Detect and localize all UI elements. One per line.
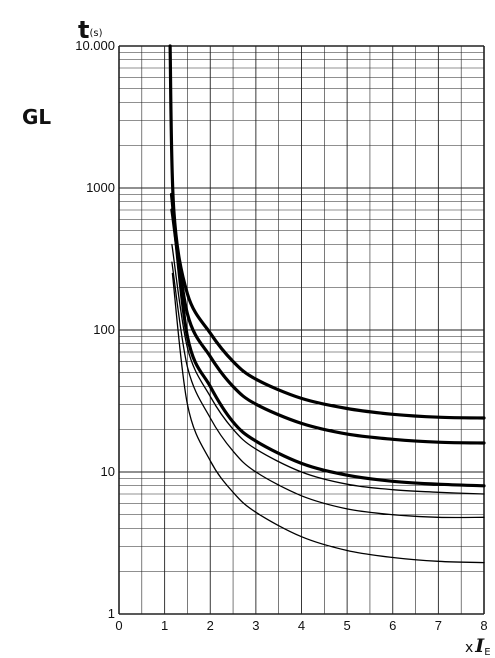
series-curve-1 — [168, 44, 486, 420]
x-tick-label: 3 — [252, 618, 259, 633]
series-curve-3 — [169, 192, 486, 488]
y-tick-label: 1 — [108, 606, 115, 621]
x-axis-symbol: I — [474, 635, 485, 657]
x-tick-label: 5 — [344, 618, 351, 633]
x-tick-label: 0 — [115, 618, 122, 633]
y-axis-label: t(s) — [78, 16, 103, 44]
x-tick-label: 8 — [480, 618, 487, 633]
series-curve-5 — [171, 261, 485, 519]
y-axis-unit: (s) — [89, 28, 102, 39]
chart-title: GL — [22, 105, 51, 129]
x-axis-prefix: x — [465, 640, 473, 656]
series-curve-2 — [170, 208, 486, 445]
y-tick-label: 10.000 — [75, 38, 115, 53]
series-group — [168, 44, 486, 564]
y-tick-label: 10 — [101, 464, 115, 479]
series-curve-4 — [171, 243, 485, 495]
x-axis-label: x IE — [465, 635, 491, 658]
x-tick-label: 6 — [389, 618, 396, 633]
y-tick-label: 100 — [93, 322, 115, 337]
grid — [118, 45, 485, 615]
x-tick-label: 1 — [161, 618, 168, 633]
x-tick-label: 7 — [435, 618, 442, 633]
y-tick-label: 1000 — [86, 180, 115, 195]
x-tick-label: 4 — [298, 618, 305, 633]
y-axis-symbol: t — [78, 16, 89, 44]
x-axis-subscript: E — [484, 647, 490, 658]
x-tick-label: 2 — [207, 618, 214, 633]
series-curve-6 — [171, 272, 485, 564]
